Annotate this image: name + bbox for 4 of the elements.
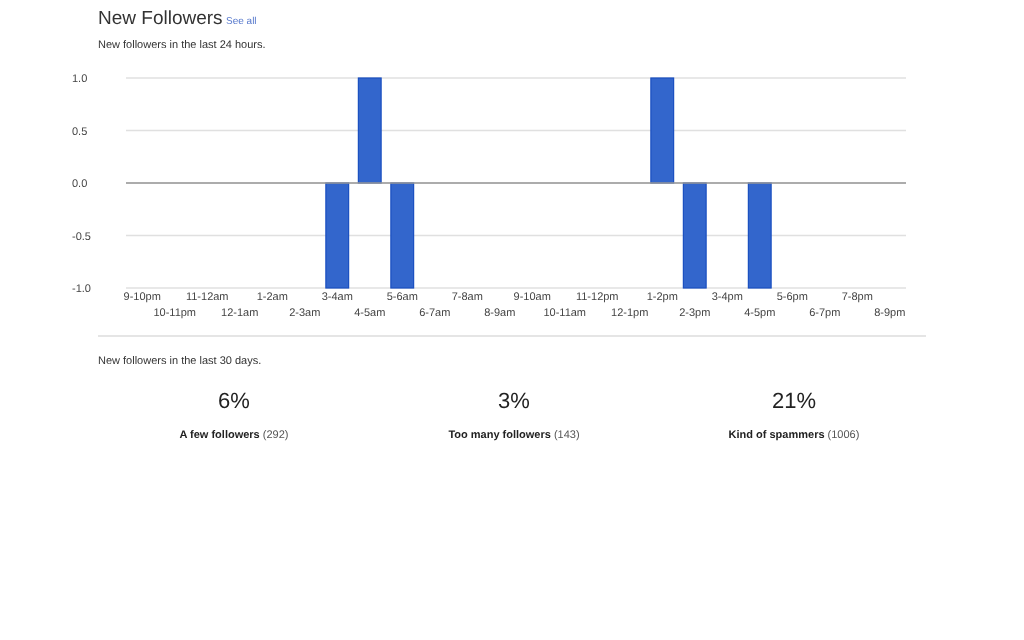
chart-title: New Followers [98,8,224,30]
text: 21% [771,390,817,414]
text: 3% [498,390,530,414]
text: 6% [218,390,250,414]
